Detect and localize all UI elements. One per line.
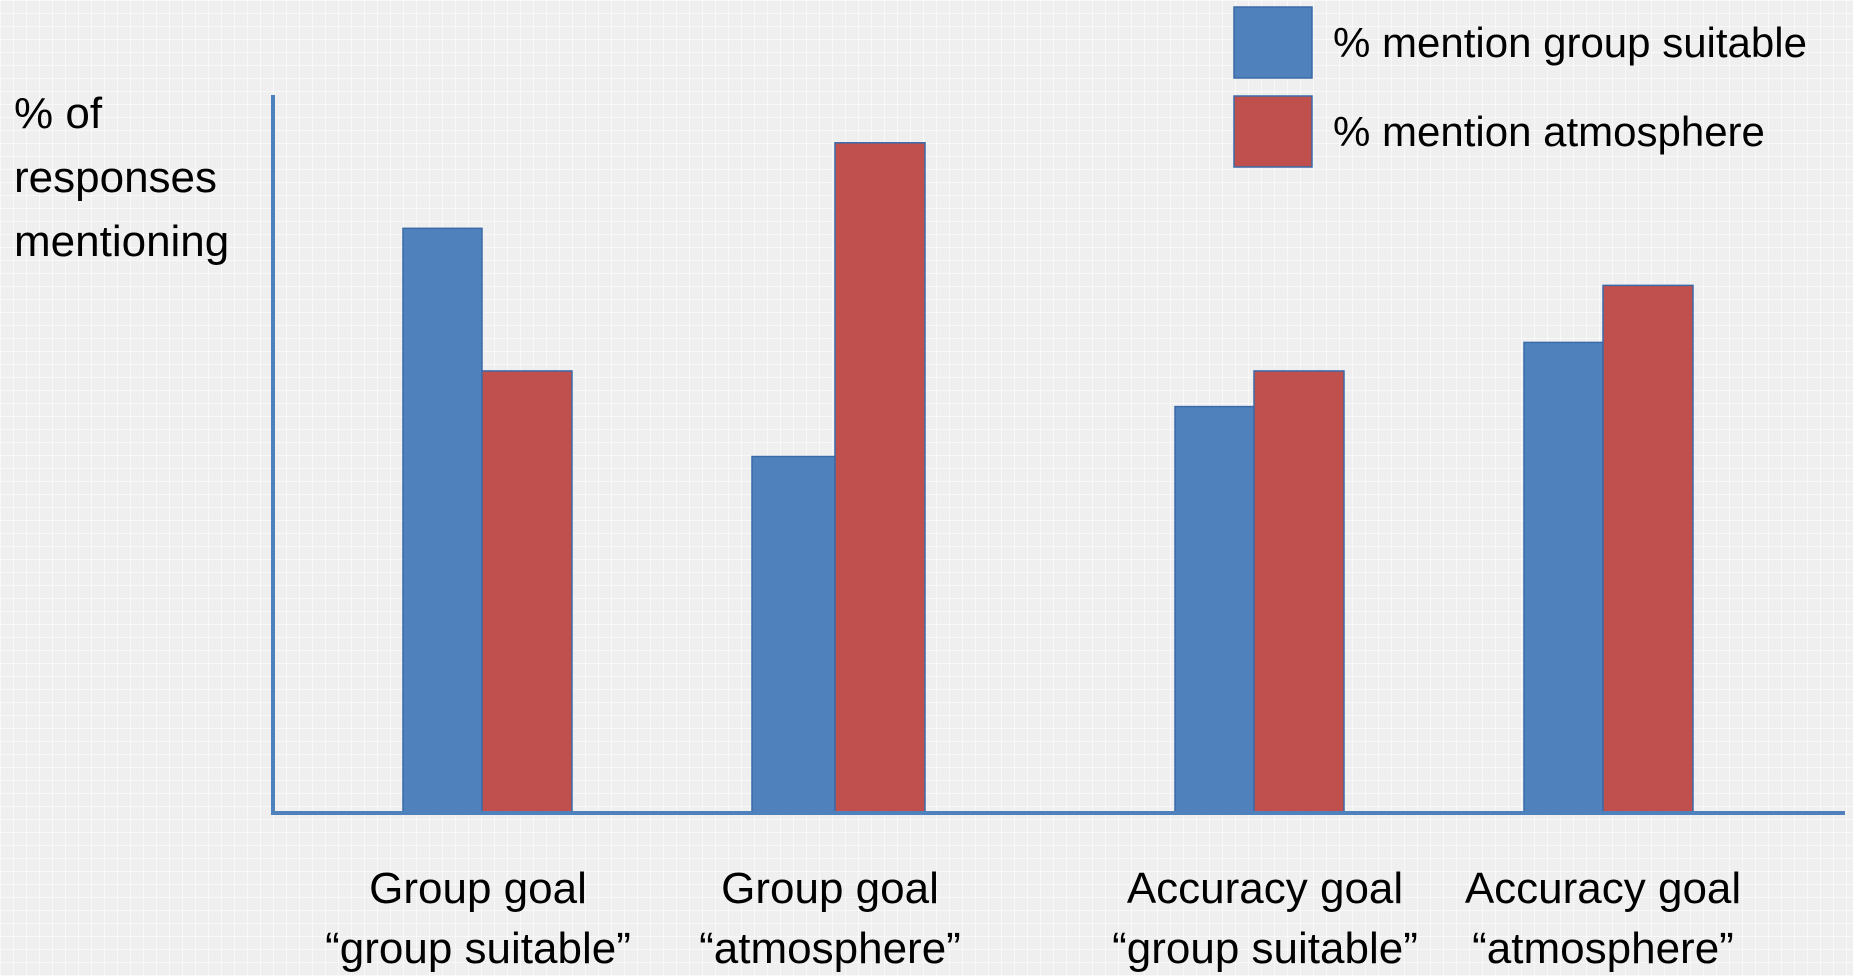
bar-group-suitable (1523, 341, 1604, 814)
x-tick-label: “atmosphere” (699, 924, 961, 973)
bar-atmosphere (481, 370, 573, 814)
x-tick-label: “group suitable” (1112, 924, 1418, 973)
legend: % mention group suitable % mention atmosp… (1233, 6, 1807, 168)
legend-swatch (1233, 95, 1313, 168)
y-axis-label: % of responses mentioning (14, 89, 229, 266)
bar-atmosphere (1602, 284, 1694, 814)
y-axis-label-line: mentioning (14, 217, 229, 266)
axes (271, 95, 1845, 815)
x-tick-label: Accuracy goal (1127, 864, 1403, 913)
bar-atmosphere (834, 142, 926, 814)
x-tick-label: Group goal (369, 864, 587, 913)
x-tick-labels: Group goal “group suitable” Group goal “atm… (325, 864, 1741, 973)
bar-group-suitable (402, 227, 483, 814)
bar-group-suitable (1174, 405, 1255, 814)
y-axis-label-line: responses (14, 153, 217, 202)
x-tick-label: Accuracy goal (1465, 864, 1741, 913)
legend-label: % mention group suitable (1333, 19, 1807, 66)
legend-label: % mention atmosphere (1333, 108, 1765, 155)
x-tick-label: “group suitable” (325, 924, 631, 973)
x-tick-label: Group goal (721, 864, 939, 913)
bar-group-suitable (751, 455, 836, 814)
y-axis-label-line: % of (14, 89, 103, 138)
bars (402, 142, 1694, 814)
bar-atmosphere (1253, 370, 1345, 814)
legend-swatch (1233, 6, 1313, 79)
x-tick-label: “atmosphere” (1472, 924, 1734, 973)
